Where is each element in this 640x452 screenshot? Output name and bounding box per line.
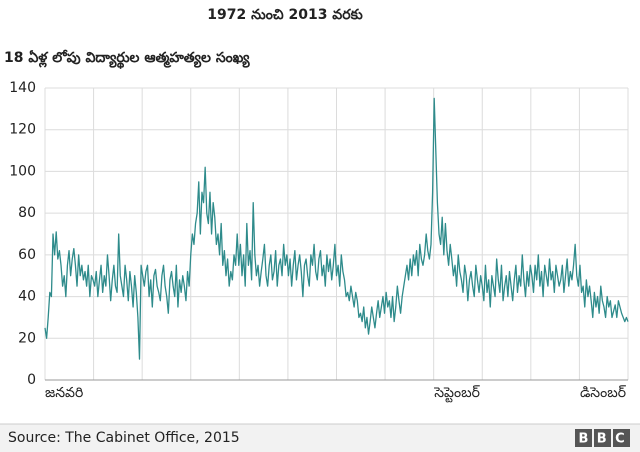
source: Source: The Cabinet Office, 2015 <box>8 430 240 446</box>
logo-box <box>575 429 592 447</box>
y-tick-label: 60 <box>18 247 36 263</box>
y-tick-label: 40 <box>18 289 36 305</box>
y-tick-label: 20 <box>18 330 36 346</box>
y-tick-label: 80 <box>18 205 36 221</box>
logo-box <box>613 429 630 447</box>
logo: BBC <box>575 429 634 447</box>
x-tick-label: జనవరి <box>45 385 83 401</box>
chart-subtitle: 18 ఏళ్ల లోపు విద్యార్థుల ఆత్మహత్యల సంఖ్య <box>4 50 250 69</box>
footer <box>0 424 640 452</box>
y-tick-label: 120 <box>9 122 36 138</box>
logo-box <box>594 429 611 447</box>
x-tick-label: డిసెంబర్ <box>580 385 627 401</box>
line-series <box>44 97 629 360</box>
y-tick-label: 100 <box>9 163 36 179</box>
y-tick-label: 0 <box>27 372 36 388</box>
x-tick-label: సెప్టెంబర్ <box>433 385 480 403</box>
chart-title: 1972 నుంచి 2013 వరకు <box>207 7 363 23</box>
logo-text: BBC <box>579 432 634 447</box>
y-tick-label: 140 <box>9 80 36 96</box>
